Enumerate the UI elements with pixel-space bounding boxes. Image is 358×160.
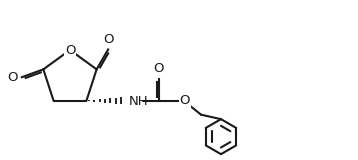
Text: O: O: [7, 71, 18, 84]
Text: O: O: [179, 94, 190, 107]
Text: O: O: [65, 44, 75, 56]
Text: NH: NH: [129, 95, 148, 108]
Text: O: O: [154, 62, 164, 75]
Text: O: O: [103, 33, 113, 46]
